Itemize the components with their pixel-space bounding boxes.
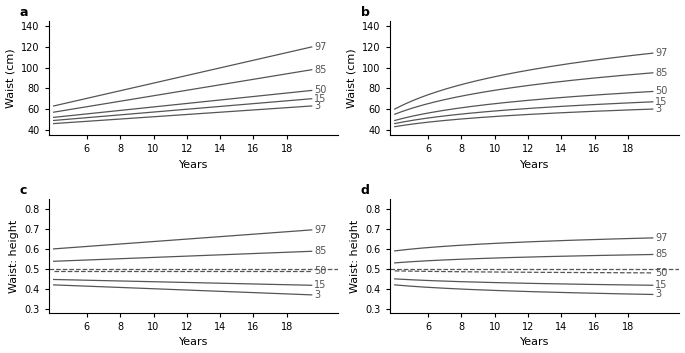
X-axis label: Years: Years (179, 337, 208, 347)
Text: 97: 97 (656, 48, 668, 58)
Y-axis label: Waist (cm): Waist (cm) (347, 48, 357, 108)
Text: 85: 85 (656, 68, 668, 78)
Text: 3: 3 (656, 104, 662, 114)
Text: 15: 15 (314, 280, 327, 290)
Text: 3: 3 (656, 289, 662, 299)
Text: 3: 3 (314, 290, 321, 300)
Y-axis label: Waist (cm): Waist (cm) (5, 48, 16, 108)
Text: 3: 3 (314, 101, 321, 111)
Text: 85: 85 (314, 65, 327, 75)
Text: a: a (20, 6, 28, 19)
Text: d: d (361, 184, 370, 197)
Text: 50: 50 (314, 266, 327, 276)
Text: 85: 85 (314, 246, 327, 256)
X-axis label: Years: Years (520, 160, 549, 169)
Text: c: c (20, 184, 27, 197)
X-axis label: Years: Years (179, 160, 208, 169)
Text: 97: 97 (656, 233, 668, 243)
X-axis label: Years: Years (520, 337, 549, 347)
Text: 15: 15 (656, 97, 668, 107)
Text: 85: 85 (656, 250, 668, 259)
Text: 50: 50 (656, 86, 668, 96)
Text: 15: 15 (656, 280, 668, 290)
Y-axis label: Waist: height: Waist: height (350, 219, 360, 293)
Text: 97: 97 (314, 225, 327, 235)
Text: 97: 97 (314, 42, 327, 52)
Text: 15: 15 (314, 94, 327, 104)
Text: 50: 50 (656, 268, 668, 278)
Text: b: b (361, 6, 370, 19)
Y-axis label: Waist: height: Waist: height (9, 219, 18, 293)
Text: 50: 50 (314, 85, 327, 95)
